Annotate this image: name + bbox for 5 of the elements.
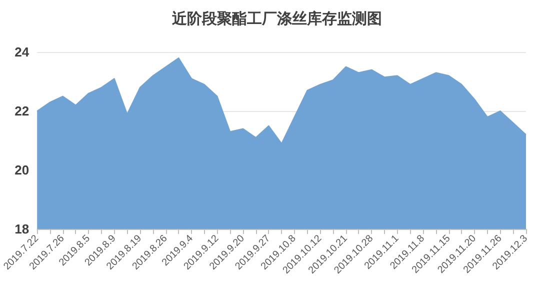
y-tick-label: 24 [14, 44, 30, 60]
y-tick-label: 18 [14, 222, 30, 236]
y-tick-label: 22 [14, 104, 30, 118]
chart-title: 近阶段聚酯工厂涤丝库存监测图 [171, 10, 382, 28]
y-tick-label: 20 [14, 162, 30, 178]
